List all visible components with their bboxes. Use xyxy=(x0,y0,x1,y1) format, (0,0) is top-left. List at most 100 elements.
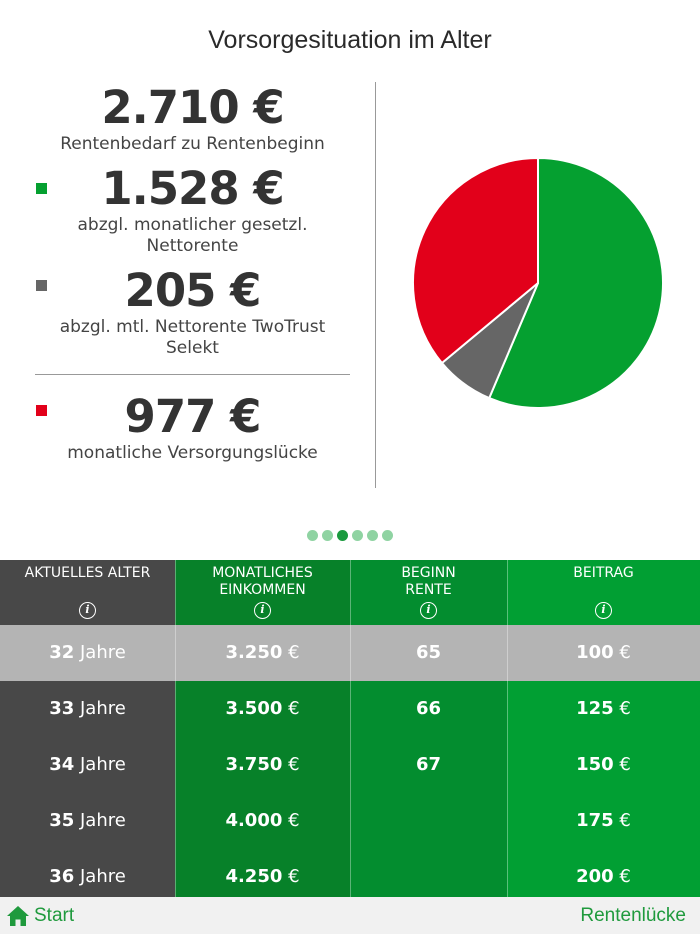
income-cell: 4.250 € xyxy=(175,849,350,905)
pie-slice-statutory xyxy=(487,156,664,409)
table-row[interactable]: 34 Jahre 3.750 €67 150 € xyxy=(0,737,700,793)
income-cell: 3.750 € xyxy=(175,737,350,793)
twotrust-block: 205 € abzgl. mtl. Nettorente TwoTrust Se… xyxy=(30,265,355,359)
contribution-cell: 200 € xyxy=(507,849,700,905)
page-dot[interactable] xyxy=(307,530,318,541)
start-label: Start xyxy=(34,904,75,926)
age-value: 32 xyxy=(49,642,75,663)
start-button[interactable]: Start xyxy=(6,897,74,934)
page-dot[interactable] xyxy=(337,530,348,541)
pension-pie-chart xyxy=(412,156,664,409)
currency-unit: € xyxy=(619,754,631,775)
start-column: BEGINN RENTE i xyxy=(350,560,507,897)
income-header-label-line1: MONATLICHES xyxy=(212,565,313,581)
age-unit: Jahre xyxy=(79,642,126,663)
home-icon xyxy=(7,905,29,926)
currency-unit: € xyxy=(619,642,631,663)
gap-legend-square xyxy=(36,405,47,416)
income-cell: 3.250 € xyxy=(175,625,350,681)
start-cell xyxy=(350,793,507,849)
age-header: AKTUELLES ALTER i xyxy=(0,560,175,625)
twotrust-legend-square xyxy=(36,280,47,291)
need-block: 2.710 € Rentenbedarf zu Rentenbeginn xyxy=(30,82,355,155)
statutory-value: 1.528 € xyxy=(101,162,284,215)
start-header-label-line2: RENTE xyxy=(405,582,452,598)
contribution-column: BEITRAG i xyxy=(507,560,700,897)
age-header-label: AKTUELLES ALTER xyxy=(24,565,151,581)
currency-unit: € xyxy=(288,866,300,887)
currency-unit: € xyxy=(288,754,300,775)
contribution-info-icon[interactable]: i xyxy=(595,602,612,619)
contribution-header: BEITRAG i xyxy=(507,560,700,625)
income-header: MONATLICHES EINKOMMEN i xyxy=(175,560,350,625)
age-cell: 32 Jahre xyxy=(0,625,175,681)
contribution-cell: 100 € xyxy=(507,625,700,681)
age-unit: Jahre xyxy=(79,754,126,775)
page-dot[interactable] xyxy=(367,530,378,541)
currency-unit: € xyxy=(619,810,631,831)
income-cell: 4.000 € xyxy=(175,793,350,849)
age-unit: Jahre xyxy=(79,810,126,831)
page-dot[interactable] xyxy=(352,530,363,541)
contribution-cell: 150 € xyxy=(507,737,700,793)
contribution-cell: 175 € xyxy=(507,793,700,849)
income-value: 3.250 xyxy=(225,642,283,663)
contribution-value: 150 xyxy=(576,754,614,775)
column-separator xyxy=(350,560,351,897)
start-info-icon[interactable]: i xyxy=(420,602,437,619)
table-row[interactable]: 36 Jahre 4.250 €200 € xyxy=(0,849,700,905)
start-value: 67 xyxy=(415,754,442,775)
start-value: 65 xyxy=(415,642,442,663)
start-cell: 65 xyxy=(350,625,507,681)
column-separator xyxy=(507,560,508,897)
pension-gap-button[interactable]: Rentenlücke xyxy=(580,905,686,926)
contribution-header-label: BEITRAG xyxy=(573,565,634,581)
contribution-value: 200 xyxy=(576,866,614,887)
currency-unit: € xyxy=(288,698,300,719)
pie-slice-gap xyxy=(412,156,539,365)
start-cell: 67 xyxy=(350,737,507,793)
table-row[interactable]: 32 Jahre 3.250 €65 100 € xyxy=(0,625,700,681)
age-unit: Jahre xyxy=(79,698,126,719)
income-value: 4.000 xyxy=(225,810,283,831)
start-header-label-line1: BEGINN xyxy=(401,565,456,581)
gap-block: 977 € monatliche Versorgungslücke xyxy=(30,391,355,464)
vertical-divider xyxy=(375,82,376,488)
age-value: 33 xyxy=(49,698,75,719)
need-value: 2.710 € xyxy=(101,81,284,134)
footer-bar: Start Rentenlücke xyxy=(0,897,700,934)
selected-row-highlight xyxy=(0,625,700,681)
income-header-label-line2: EINKOMMEN xyxy=(219,582,306,598)
column-separator xyxy=(175,560,176,897)
page-dot[interactable] xyxy=(382,530,393,541)
contribution-value: 175 xyxy=(576,810,614,831)
statutory-block: 1.528 € abzgl. monatlicher gesetzl. Nett… xyxy=(30,163,355,257)
table-row[interactable]: 35 Jahre 4.000 €175 € xyxy=(0,793,700,849)
summary-divider xyxy=(35,374,350,375)
twotrust-value: 205 € xyxy=(124,264,262,317)
currency-unit: € xyxy=(288,642,300,663)
age-value: 35 xyxy=(49,810,75,831)
statutory-label-line2: Nettorente xyxy=(146,236,239,256)
age-unit: Jahre xyxy=(79,866,126,887)
page-title: Vorsorgesituation im Alter xyxy=(208,26,492,54)
age-cell: 34 Jahre xyxy=(0,737,175,793)
income-column: MONATLICHES EINKOMMEN i xyxy=(175,560,350,897)
table-row[interactable]: 33 Jahre 3.500 € 66 125 € xyxy=(0,681,700,737)
age-cell: 36 Jahre xyxy=(0,849,175,905)
income-cell: 3.500 € xyxy=(175,681,350,737)
start-header: BEGINN RENTE i xyxy=(350,560,507,625)
contribution-cell: 125 € xyxy=(507,681,700,737)
age-info-icon[interactable]: i xyxy=(79,602,96,619)
twotrust-label-line1: abzgl. mtl. Nettorente TwoTrust xyxy=(59,317,326,337)
income-info-icon[interactable]: i xyxy=(254,602,271,619)
income-value: 3.750 xyxy=(225,754,283,775)
start-value: 66 xyxy=(415,698,442,719)
currency-unit: € xyxy=(619,866,631,887)
start-cell: 66 xyxy=(350,681,507,737)
page-dot[interactable] xyxy=(322,530,333,541)
income-value: 4.250 xyxy=(225,866,283,887)
page-indicator xyxy=(0,530,700,541)
contribution-value: 125 xyxy=(576,698,614,719)
twotrust-label-line2: Selekt xyxy=(166,338,219,358)
